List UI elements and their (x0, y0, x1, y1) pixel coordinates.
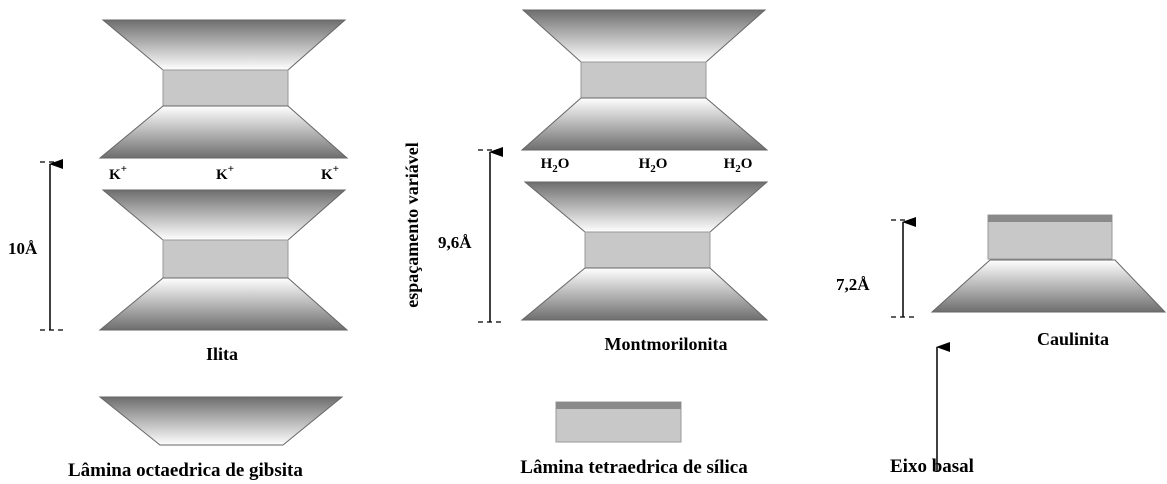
spacing: 9,6Å (438, 233, 472, 252)
montmorilonita: 9,6Å espaçamento variável Montmorilonita… (402, 9, 769, 354)
atom: O (656, 156, 668, 172)
atom: O (741, 156, 753, 172)
sheet (520, 97, 769, 151)
sheet-edge (988, 215, 1112, 222)
sheet (930, 259, 1167, 313)
sheet (98, 396, 344, 446)
caulinita: 7,2Å Caulinita (836, 214, 1167, 349)
atom: O (558, 156, 570, 172)
spacing: 7,2Å (836, 275, 870, 294)
sheet (987, 214, 1113, 260)
sheet (520, 267, 769, 321)
molecule: H2O (541, 156, 570, 175)
atom: H (541, 156, 553, 172)
legend-label: Lâmina tetraedrica de sílica (520, 457, 748, 478)
sheet (162, 69, 289, 107)
sheet (98, 105, 349, 159)
ion: K+ (321, 163, 339, 183)
sheet (523, 181, 769, 233)
ion-charge: + (333, 163, 339, 175)
legend-label: Eixo basal (890, 456, 974, 477)
sheet (521, 9, 767, 63)
label: Montmorilonita (605, 334, 728, 354)
subscript: 2 (735, 163, 741, 175)
side-label: espaçamento variável (402, 142, 422, 307)
molecule: H2O (639, 156, 668, 175)
ion-symbol: K (109, 167, 121, 183)
subscript: 2 (650, 163, 656, 175)
sheet-edge (556, 402, 681, 409)
atom: H (639, 156, 651, 172)
sheet (584, 231, 711, 269)
subscript: 2 (552, 163, 558, 175)
atom: H (724, 156, 736, 172)
ion: K+ (109, 163, 127, 183)
sheet (98, 277, 349, 331)
ion: K+ (216, 163, 234, 183)
label: Ilita (206, 344, 238, 364)
label: Caulinita (1037, 329, 1109, 349)
sheet (101, 189, 347, 241)
sheet (162, 239, 289, 279)
ion-symbol: K (216, 167, 228, 183)
ilita: 10Å Ilita K+ K+ K+ (8, 19, 349, 364)
legend: Lâmina octaedrica de gibsita Lâmina tetr… (68, 342, 974, 481)
ion-charge: + (121, 163, 127, 175)
spacing: 10Å (8, 239, 38, 258)
sheet (101, 19, 347, 71)
sheet (580, 61, 707, 99)
ion-charge: + (228, 163, 234, 175)
ion-symbol: K (321, 167, 333, 183)
molecule: H2O (724, 156, 753, 175)
legend-label: Lâmina octaedrica de gibsita (68, 460, 303, 481)
